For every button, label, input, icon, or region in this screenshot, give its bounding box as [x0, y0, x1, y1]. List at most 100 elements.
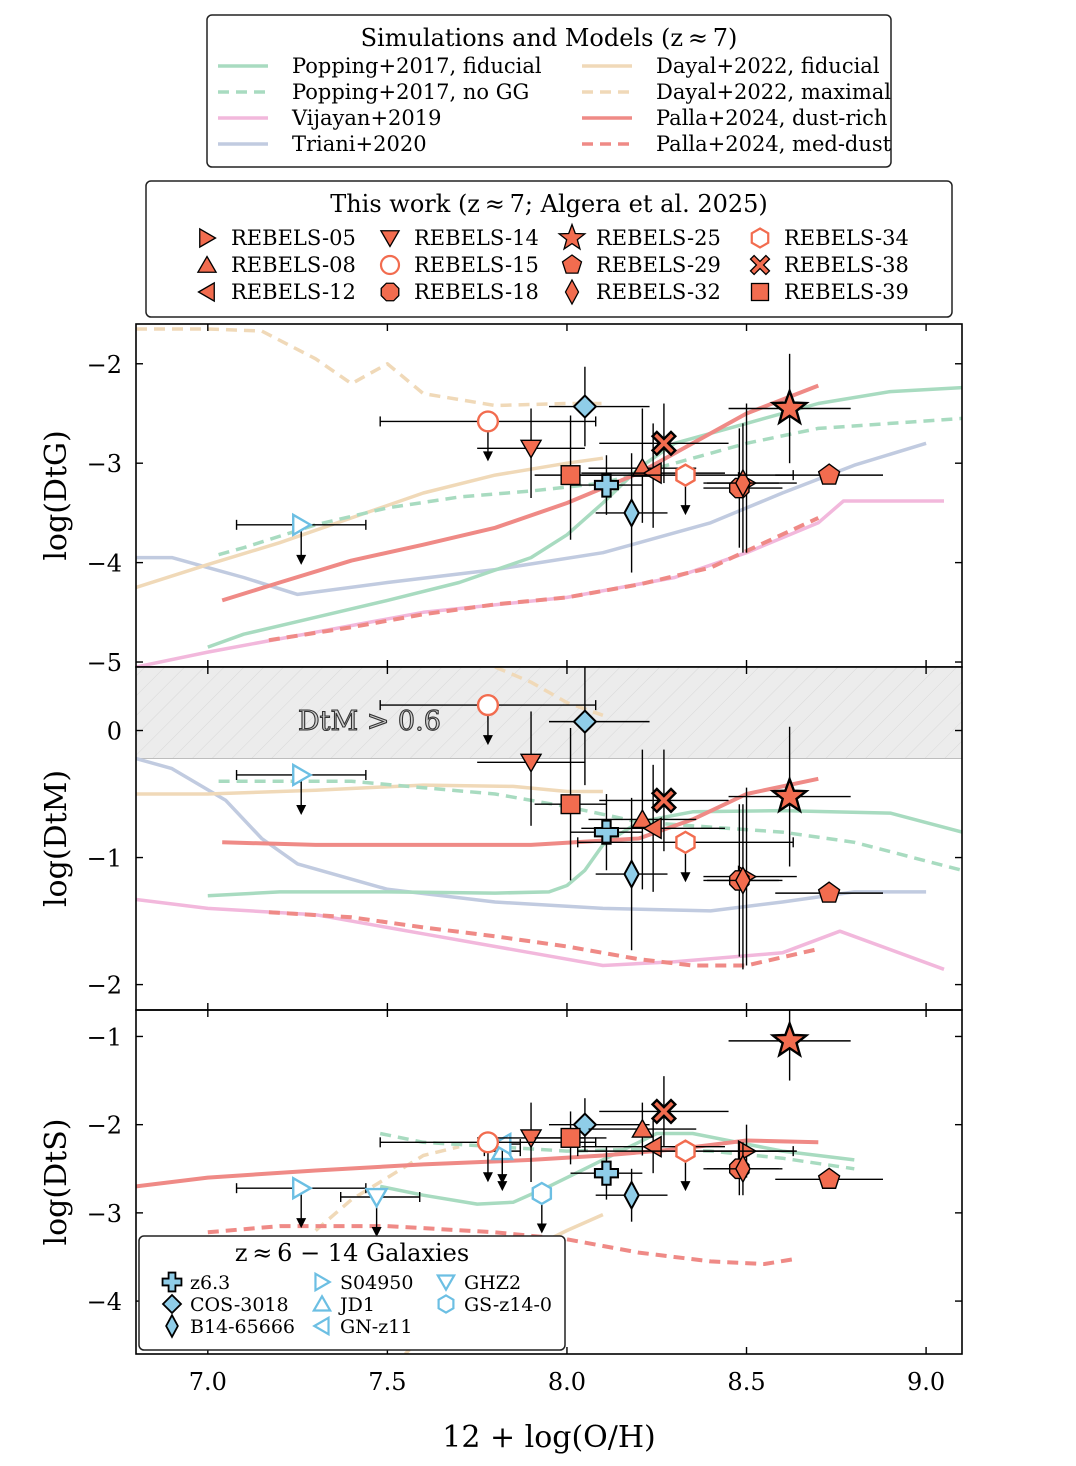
dtm-point-rebels-34	[577, 830, 794, 883]
dtm-point-rebels-39	[534, 727, 607, 881]
xtick-label: 8.0	[548, 1368, 586, 1396]
legend-marker-rebels-14	[379, 230, 401, 248]
dtg-ylabel: log(DtG)	[39, 430, 74, 560]
dts-point-rebels-38-marker	[650, 1098, 678, 1125]
legend-marker-z6-3	[161, 1271, 183, 1293]
legend-marker-rebels-12	[197, 281, 215, 303]
legend-highz: z ≈ 6 − 14 Galaxies z6.3COS-3018B14-6566…	[138, 1235, 566, 1351]
dtg-point-rebels-29	[775, 463, 883, 485]
dtg-point-rebels-25	[728, 353, 851, 464]
dts-point-z6-3	[570, 1146, 643, 1200]
xtick-label: 9.0	[907, 1368, 945, 1396]
dtm-model-vijayan	[136, 897, 945, 971]
legend-entry-rebels-18: REBELS-18	[380, 280, 539, 304]
legend-entry-rebels-39: REBELS-39	[750, 280, 909, 304]
dtm-point-rebels-39-marker	[560, 794, 581, 815]
dts-point-z6-3-marker	[593, 1160, 620, 1186]
legend-label-rebels-39: REBELS-39	[784, 280, 909, 304]
dtg-point-rebels-25-marker	[769, 387, 810, 426]
legend-entry-palla_med: Palla+2024, med-dust	[582, 132, 892, 156]
legend-marker-rebels-05	[199, 227, 217, 249]
dtg-ytick-label: −5	[87, 649, 122, 677]
legend-entry-rebels-14: REBELS-14	[379, 226, 539, 250]
legend-entry-popping_nogg: Popping+2017, no GG	[218, 80, 529, 104]
legend-entry-dayal_max: Dayal+2022, maximal	[582, 80, 891, 104]
legend-marker-rebels-32	[564, 278, 580, 306]
xtick-label: 7.0	[189, 1368, 227, 1396]
dtm-point-rebels-29	[775, 881, 883, 903]
legend-label-jd1: JD1	[338, 1294, 375, 1316]
dtm-model-dayal_fid	[136, 783, 603, 796]
dts-point-gs-z14-0-marker	[531, 1181, 553, 1206]
dts-point-rebels-34-marker	[675, 1139, 696, 1163]
dts-point-ghz2	[340, 1187, 421, 1237]
xtick-label: 8.5	[727, 1368, 765, 1396]
legend-label-b14-65666: B14-65666	[190, 1316, 295, 1338]
legend-entry-gn-z11: GN-z11	[312, 1315, 412, 1338]
legend-label-cos-3018: COS-3018	[190, 1294, 289, 1316]
legend-entry-jd1: JD1	[311, 1294, 375, 1316]
dts-point-gs-z14-0	[531, 1181, 553, 1234]
legend-entry-rebels-05: REBELS-05	[199, 226, 356, 250]
legend-entry-rebels-12: REBELS-12	[197, 280, 356, 304]
dtm-point-rebels-25	[728, 726, 851, 867]
dtg-point-rebels-05	[703, 403, 797, 553]
dtg-point-rebels-14	[477, 408, 585, 498]
legend-label-triani: Triani+2020	[292, 132, 427, 156]
legend-models-title: Simulations and Models (z ≈ 7)	[361, 24, 738, 52]
x-axis: 7.0 7.5 8.0 8.5 9.0	[189, 1368, 945, 1396]
dtm-shade-label: DtM > 0.6	[298, 706, 441, 737]
dts-point-rebels-25-marker	[769, 1019, 810, 1058]
dts-point-s04950-marker	[292, 1176, 313, 1201]
legend-label-rebels-25: REBELS-25	[596, 226, 721, 250]
legend-marker-rebels-08	[196, 255, 218, 273]
legend-entry-vijayan: Vijayan+2019	[218, 106, 442, 130]
dts-model-popping_fid	[379, 1131, 855, 1206]
legend-marker-s04950	[314, 1271, 332, 1293]
dtg-point-z6-3-marker	[593, 472, 620, 498]
dtm-point-rebels-32	[707, 804, 779, 970]
legend-label-s04950: S04950	[340, 1272, 413, 1294]
legend-label-vijayan: Vijayan+2019	[291, 106, 442, 130]
dtg-model-palla_rich	[221, 383, 820, 603]
dtm-ytick-label: 0	[107, 718, 122, 746]
dts-point-rebels-32	[707, 1142, 779, 1196]
panel-dtg: −5 −4 −3 −2 log(DtG)	[39, 323, 963, 677]
legend-entry-rebels-38: REBELS-38	[749, 253, 909, 277]
dts-model-popping_nogg	[379, 1131, 855, 1171]
dtm-point-rebels-14	[477, 711, 585, 826]
dts-point-rebels-39-marker	[560, 1127, 581, 1148]
dtm-point-rebels-32-marker	[734, 865, 751, 896]
dtm-ytick-label: −1	[87, 845, 122, 873]
dts-point-b14-65666	[595, 1168, 668, 1222]
dtg-point-s04950	[235, 512, 367, 565]
dts-point-rebels-25	[728, 1010, 851, 1081]
dtg-model-dayal_max	[136, 327, 603, 408]
dts-ytick-label: −4	[87, 1288, 122, 1316]
dts-frame	[135, 1009, 963, 1355]
dtg-plot-area	[136, 327, 962, 667]
dts-point-rebels-08-marker	[631, 1118, 654, 1138]
dts-point-rebels-15-marker	[476, 1131, 500, 1154]
dtg-point-rebels-32	[707, 423, 779, 553]
legend-entry-dayal_fid: Dayal+2022, fiducial	[582, 54, 880, 78]
dts-point-s04950	[235, 1176, 367, 1229]
dtm-point-s04950-marker	[292, 762, 313, 788]
dtg-ytick-label: −3	[87, 450, 122, 478]
legend-marker-b14-65666	[165, 1313, 179, 1339]
legend-label-dayal_fid: Dayal+2022, fiducial	[656, 54, 880, 78]
dts-point-gn-z11-marker	[490, 1131, 512, 1157]
legend-entry-s04950: S04950	[314, 1271, 413, 1294]
dtm-point-rebels-29-marker	[817, 881, 841, 903]
legend-marker-rebels-39	[750, 282, 770, 302]
dtg-point-rebels-29-marker	[817, 463, 841, 485]
dtg-point-rebels-14-marker	[519, 439, 543, 460]
dtm-ylabel: log(DtM)	[39, 770, 74, 907]
legend-marker-cos-3018	[161, 1293, 183, 1315]
legend-label-gs-z14-0: GS-z14-0	[464, 1294, 552, 1316]
dtg-model-popping_nogg	[218, 416, 962, 557]
legend-label-palla_med: Palla+2024, med-dust	[656, 132, 892, 156]
dtg-point-rebels-38-marker	[650, 430, 678, 457]
